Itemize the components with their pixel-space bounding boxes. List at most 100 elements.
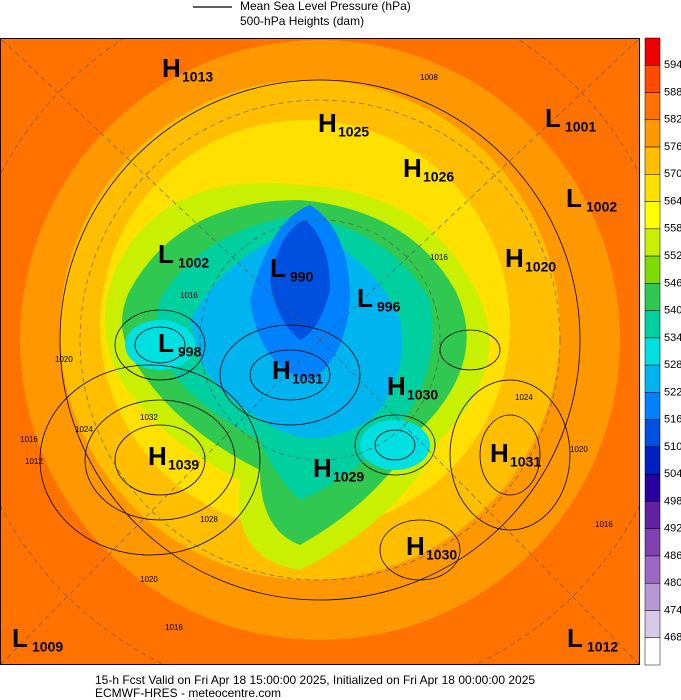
contour-label: 1016: [165, 623, 183, 632]
center-letter: H: [406, 531, 425, 561]
colorbar-swatch: [644, 283, 661, 311]
colorbar-tick-label: 486: [664, 550, 681, 562]
colorbar-tick-label: 546: [664, 277, 681, 289]
center-letter: H: [318, 108, 337, 138]
center-letter: H: [162, 53, 181, 83]
colorbar-tick-label: 576: [664, 141, 681, 153]
center-letter: H: [148, 441, 167, 471]
center-value: 1031: [510, 454, 541, 470]
center-value: 1026: [423, 169, 454, 185]
colorbar-tick-label: 564: [664, 195, 681, 207]
center-letter: L: [270, 253, 286, 283]
colorbar-swatch: [644, 146, 661, 175]
contour-label: 1016: [430, 253, 448, 262]
center-value: 990: [290, 269, 314, 285]
colorbar-swatch: [644, 337, 661, 366]
contour-label: 1032: [140, 413, 158, 422]
colorbar-swatch: [644, 555, 661, 584]
legend-text: 500-hPa Heights (dam): [240, 14, 364, 28]
center-value: 1030: [426, 547, 457, 563]
colorbar-swatch: [644, 310, 661, 339]
legend-text: Mean Sea Level Pressure (hPa): [240, 0, 411, 13]
colorbar-swatch: [644, 473, 661, 502]
contour-label: 1016: [180, 291, 198, 300]
footer-text: 15-h Fcst Valid on Fri Apr 18 15:00:00 2…: [95, 673, 535, 687]
colorbar-tick-label: 480: [664, 577, 681, 589]
colorbar-swatch: [644, 201, 661, 230]
colorbar-swatch: [644, 174, 661, 202]
colorbar-swatch: [644, 119, 661, 148]
colorbar-swatch: [644, 419, 661, 448]
colorbar-swatch: [644, 528, 661, 557]
center-letter: H: [490, 438, 509, 468]
center-letter: H: [387, 371, 406, 401]
colorbar-tick-label: 582: [664, 114, 681, 126]
colorbar-tick-label: 516: [664, 414, 681, 426]
contour-label: 1024: [515, 393, 533, 402]
colorbar-swatch: [644, 610, 661, 638]
colorbar-tick-label: 588: [664, 86, 681, 98]
colorbar-swatch: [644, 228, 661, 257]
center-letter: L: [545, 103, 561, 133]
contour-label: 1016: [20, 435, 38, 444]
colorbar-tick-label: 570: [664, 168, 681, 180]
colorbar-swatch: [644, 582, 661, 611]
colorbar-swatch: [644, 255, 661, 284]
contour-label: 1020: [55, 355, 73, 364]
colorbar-tick-label: 522: [664, 386, 681, 398]
colorbar-tick-label: 468: [664, 632, 681, 644]
contour-label: 1008: [420, 73, 438, 82]
center-letter: H: [403, 153, 422, 183]
contour-label: 1020: [570, 445, 588, 454]
center-value: 996: [377, 299, 401, 315]
colorbar-swatch: [644, 501, 661, 529]
colorbar-swatch: [644, 65, 661, 93]
contour-label: 1028: [200, 515, 218, 524]
contour-label: 1016: [595, 520, 613, 529]
colorbar-swatch: [644, 37, 661, 66]
center-value: 1039: [168, 457, 199, 473]
colorbar-tick-label: 594: [664, 59, 681, 71]
center-value: 1030: [407, 387, 438, 403]
colorbar-swatch: [644, 92, 661, 121]
colorbar-swatch: [644, 392, 661, 420]
center-letter: L: [566, 183, 582, 213]
center-value: 1002: [586, 199, 617, 215]
center-value: 1025: [338, 124, 369, 140]
colorbar-tick-label: 534: [664, 332, 681, 344]
colorbar-tick-label: 504: [664, 468, 681, 480]
footer-text: ECMWF-HRES - meteocentre.com: [95, 686, 281, 700]
center-letter: L: [567, 623, 583, 653]
center-value: 1012: [587, 639, 618, 655]
center-letter: H: [505, 243, 524, 273]
legend: Mean Sea Level Pressure (hPa) 500-hPa He…: [193, 0, 411, 28]
center-letter: L: [158, 328, 174, 358]
colorbar-tick-label: 552: [664, 250, 681, 262]
colorbar-tick-label: 528: [664, 359, 681, 371]
colorbar-tick-label: 510: [664, 441, 681, 453]
contour-label: 1024: [75, 425, 93, 434]
colorbar: 594 588 582 576 570 564 558 552 546 540 534 528 522 5…: [644, 37, 681, 666]
center-letter: L: [357, 283, 373, 313]
center-value: 1029: [333, 469, 364, 485]
colorbar-swatch: [644, 637, 661, 666]
center-value: 998: [178, 344, 202, 360]
center-value: 1009: [32, 639, 63, 655]
colorbar-swatch: [644, 446, 661, 475]
contour-label: 1020: [140, 575, 158, 584]
center-letter: L: [158, 239, 174, 269]
colorbar-tick-label: 540: [664, 305, 681, 317]
colorbar-tick-label: 558: [664, 223, 681, 235]
center-value: 1031: [292, 371, 323, 387]
contour-label: 1012: [25, 457, 43, 466]
center-value: 1002: [178, 255, 209, 271]
center-value: 1001: [565, 119, 596, 135]
colorbar-swatch: [644, 364, 661, 393]
map-frame: [0, 38, 640, 665]
colorbar-tick-label: 498: [664, 495, 681, 507]
center-value: 1013: [182, 69, 213, 85]
center-letter: L: [12, 623, 28, 653]
